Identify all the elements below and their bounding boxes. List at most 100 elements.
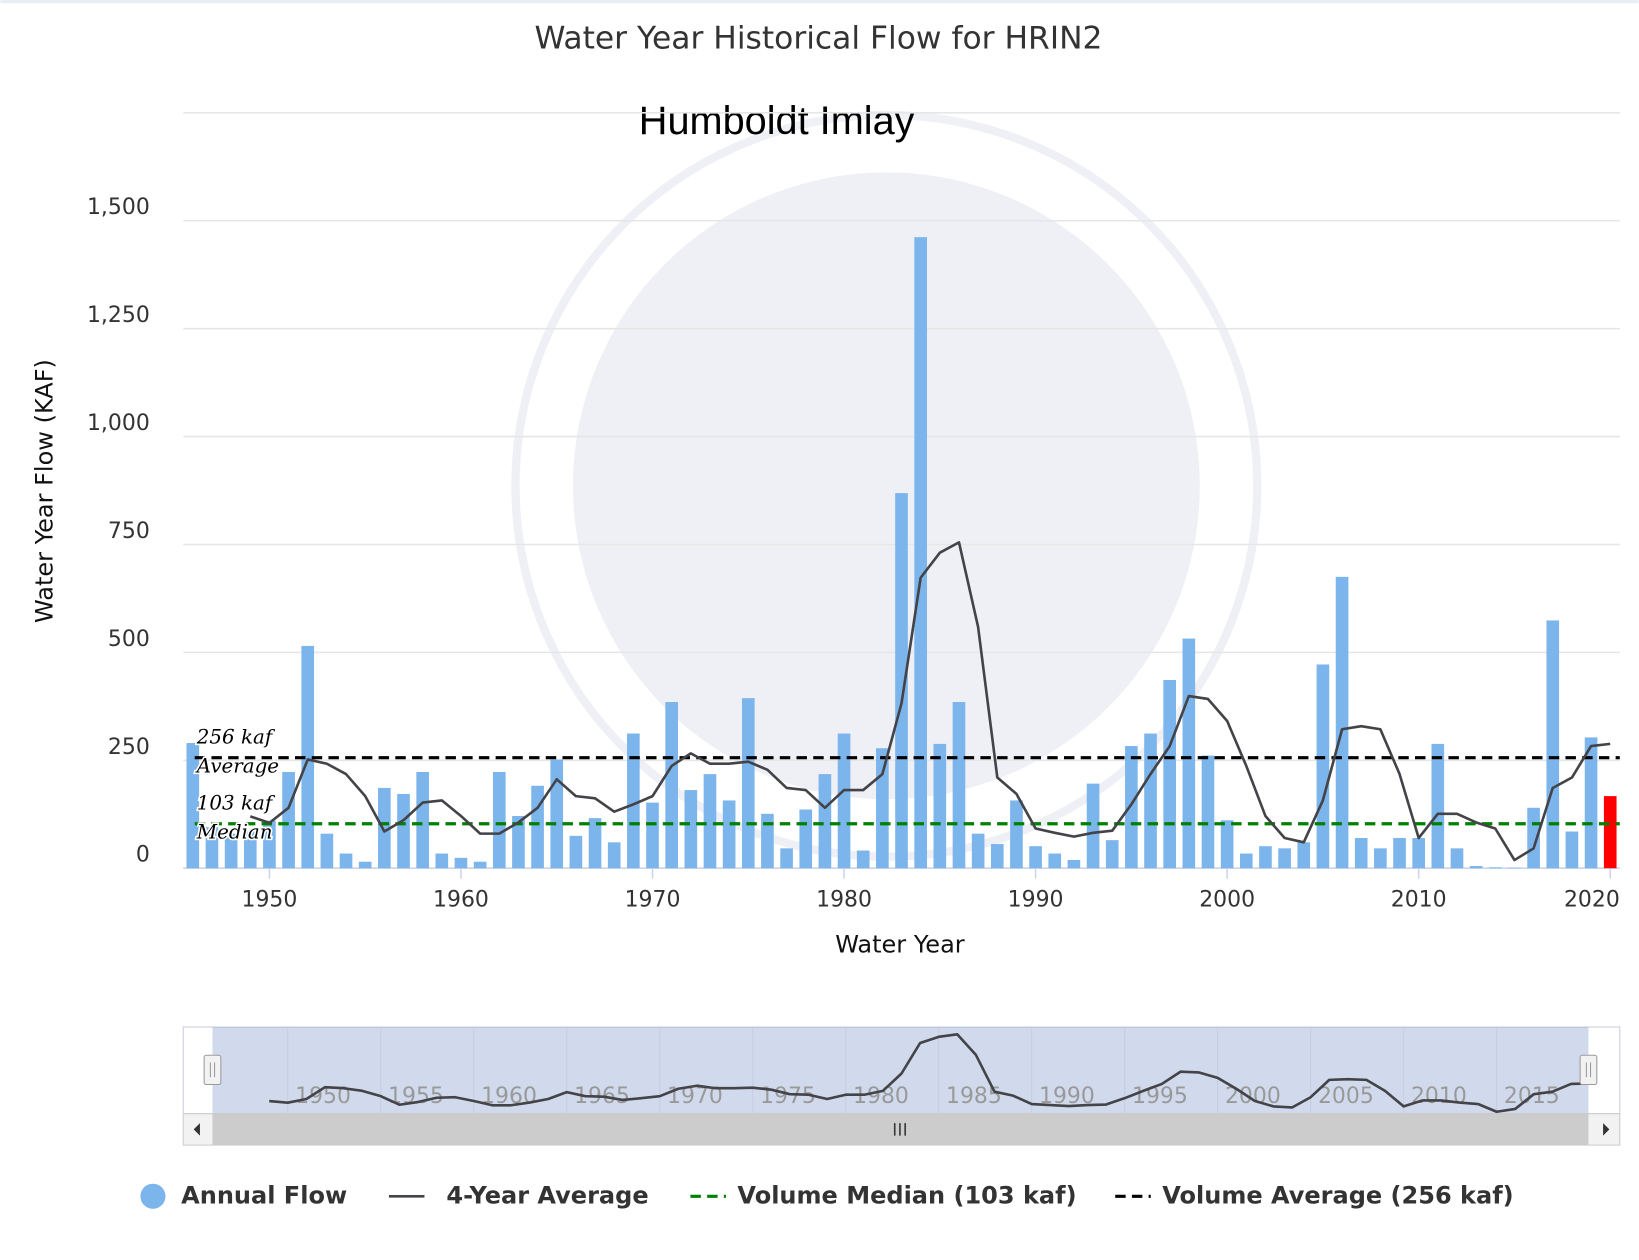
x-tick-label: 1990 (1008, 888, 1064, 913)
nav-tick-label: 1980 (853, 1084, 909, 1109)
x-tick-label: 1950 (242, 888, 298, 913)
x-tick-label: 2020 (1564, 888, 1620, 913)
top-strip (0, 0, 1639, 4)
bar (1048, 853, 1062, 869)
chart-title: Water Year Historical Flow for HRIN2 (534, 21, 1102, 57)
bar (1450, 848, 1464, 869)
navigator-selection[interactable] (212, 1027, 1589, 1114)
bar (1393, 837, 1406, 869)
bar (1105, 840, 1119, 869)
legend-symbol (140, 1183, 166, 1209)
y-axis-label: Water Year Flow (KAF) (30, 359, 58, 623)
navigator-frame (182, 1026, 1621, 1115)
y-tick-label: 750 (108, 519, 150, 544)
bar (1201, 755, 1215, 869)
legend-label: Volume Average (256 kaf) (1162, 1181, 1513, 1209)
nav-handle-grip (209, 1062, 216, 1078)
bar (320, 833, 334, 869)
bar (1144, 733, 1157, 869)
chart-subtitle: Humboldt Imlay (639, 99, 915, 143)
bar (473, 861, 487, 869)
nav-handle-left[interactable] (203, 1054, 222, 1085)
scroll-right-arrow[interactable] (1603, 1123, 1610, 1136)
bar (1354, 837, 1368, 869)
bar (1488, 867, 1502, 869)
bar (914, 237, 927, 869)
x-tick-label: 1960 (433, 888, 489, 913)
bar (722, 800, 736, 869)
legend-label: Volume Median (103 kaf) (737, 1181, 1076, 1209)
bar (550, 759, 564, 869)
y-tick-label: 1,000 (87, 411, 150, 436)
bar (1316, 664, 1330, 869)
bar (799, 809, 813, 869)
bar (780, 848, 793, 869)
x-tick-label: 1980 (816, 888, 872, 913)
bar (1163, 680, 1176, 869)
nav-tick-label: 2010 (1411, 1084, 1467, 1109)
bar (1239, 853, 1253, 869)
nav-tick-label: 1955 (388, 1084, 444, 1109)
bar (1297, 842, 1311, 869)
bar (1220, 820, 1234, 869)
bar (588, 818, 602, 869)
x-tick-label: 2000 (1199, 888, 1255, 913)
bar (1412, 837, 1425, 869)
bar (416, 771, 429, 869)
navigator: 1950 1955 1960 1965 1970 1975 1980 1985 1990 1995… (182, 1026, 1621, 1115)
bar (837, 733, 851, 869)
bar (856, 850, 870, 869)
plot-line-label: 103 kaf (197, 791, 276, 814)
bar (569, 835, 583, 869)
legend-label: Annual Flow (181, 1181, 347, 1209)
bar (1278, 848, 1291, 869)
bar (876, 748, 889, 869)
y-tick-label: 1,250 (87, 303, 150, 328)
bar (646, 802, 659, 869)
bar (1067, 860, 1081, 869)
bar (1546, 620, 1560, 869)
bar (531, 785, 544, 869)
nav-tick-label: 1975 (760, 1084, 816, 1109)
bar (243, 831, 257, 869)
nav-tick-label: 2005 (1318, 1084, 1374, 1109)
bar (607, 842, 621, 869)
bar (1431, 743, 1445, 869)
bar (492, 771, 506, 869)
bar (224, 833, 238, 869)
bar (1010, 800, 1023, 869)
bar (1259, 846, 1272, 869)
plot-area: 0 250 500 750 1,000 1,250 1,500 1950 1960 1970 198… (87, 112, 1620, 913)
bar (378, 787, 391, 869)
bar (1125, 746, 1138, 869)
line (249, 541, 1611, 862)
bar (282, 771, 295, 869)
bar (301, 645, 315, 869)
bar (761, 813, 774, 869)
bar (435, 853, 449, 869)
bar (339, 853, 353, 869)
bar (818, 774, 832, 869)
bar (971, 833, 985, 869)
bar (1029, 846, 1042, 869)
bar (665, 702, 678, 869)
y-tick-label: 250 (108, 735, 150, 760)
bar (454, 857, 468, 869)
bar (627, 733, 640, 869)
bar (933, 743, 947, 869)
plot-line-label: Median (196, 821, 273, 844)
line (269, 1033, 1590, 1114)
bar (1469, 866, 1483, 869)
scroll-left-arrow[interactable] (193, 1123, 200, 1136)
bar (1182, 638, 1196, 869)
scroll-grip (893, 1123, 906, 1136)
x-axis-label: Water Year (835, 931, 965, 959)
bar (703, 774, 717, 869)
bar (512, 815, 525, 869)
x-tick-label: 1970 (625, 888, 681, 913)
bar (741, 698, 755, 869)
nav-handle-right[interactable] (1579, 1054, 1598, 1085)
nav-tick-label: 1995 (1132, 1084, 1188, 1109)
